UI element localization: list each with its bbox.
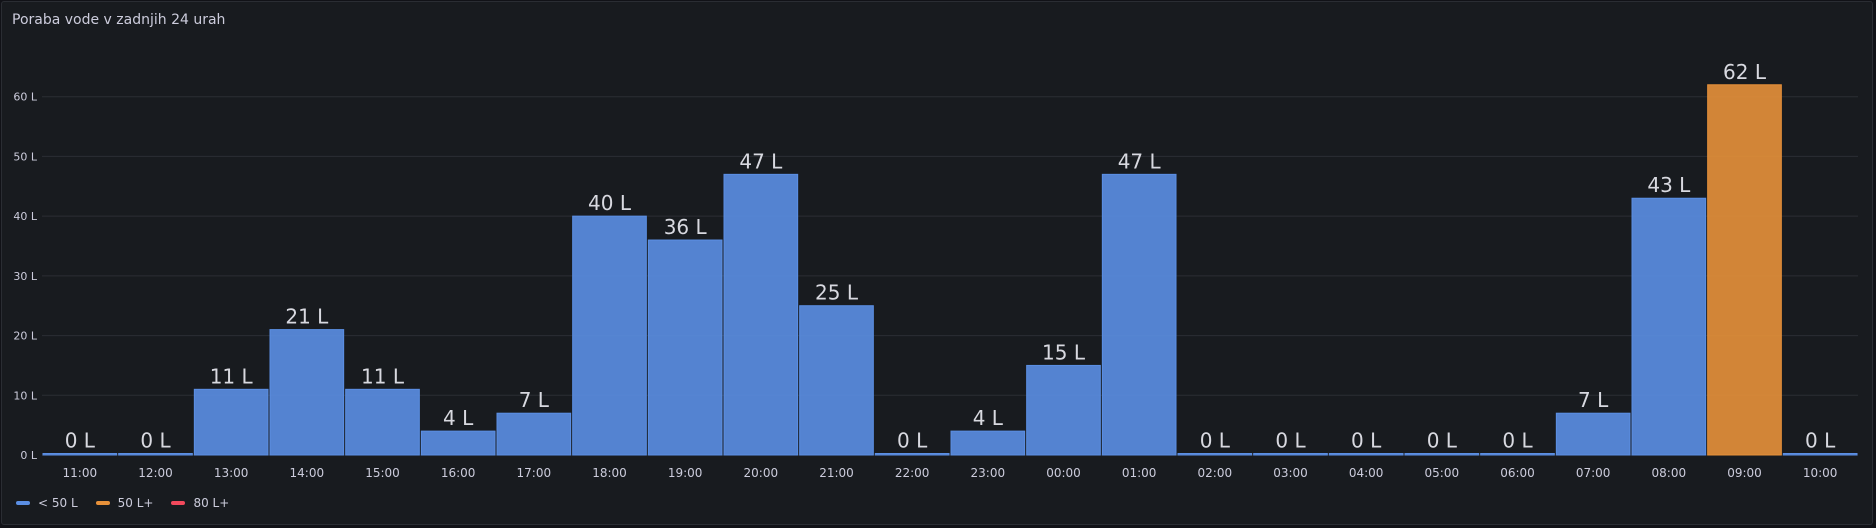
- bar: [1782, 453, 1858, 456]
- legend-item-50-plus[interactable]: 50 L+: [95, 496, 154, 510]
- bar: [1707, 84, 1782, 456]
- bar-value-label: 4 L: [973, 406, 1004, 430]
- bar: [799, 305, 874, 456]
- x-tick-label: 19:00: [668, 466, 703, 480]
- bar-value-label: 40 L: [588, 191, 632, 215]
- x-tick-label: 05:00: [1425, 466, 1460, 480]
- bar: [1101, 173, 1177, 456]
- bar: [118, 453, 193, 456]
- bar: [874, 453, 950, 456]
- bar: [1404, 453, 1480, 456]
- bar: [193, 388, 269, 456]
- x-tick-label: 13:00: [214, 466, 249, 480]
- bar-value-label: 0 L: [1502, 429, 1533, 453]
- bar-value-label: 0 L: [65, 429, 96, 453]
- bar-value-label: 47 L: [739, 149, 783, 173]
- legend-label: 80 L+: [193, 496, 230, 510]
- bar-value-label: 43 L: [1647, 173, 1691, 197]
- bar-value-label: 11 L: [210, 364, 254, 388]
- bar-value-label: 0 L: [1351, 429, 1382, 453]
- bar: [496, 412, 572, 456]
- x-tick-label: 17:00: [517, 466, 552, 480]
- legend-swatch: [171, 501, 186, 505]
- bar-value-label: 21 L: [285, 305, 329, 329]
- bar: [950, 430, 1026, 456]
- legend-label: < 50 L: [38, 496, 78, 510]
- x-tick-label: 08:00: [1652, 466, 1687, 480]
- bar: [723, 173, 799, 456]
- bar-value-label: 0 L: [1805, 429, 1836, 453]
- x-tick-label: 20:00: [744, 466, 779, 480]
- x-tick-label: 15:00: [365, 466, 400, 480]
- bar: [345, 388, 420, 456]
- legend: < 50 L 50 L+ 80 L+: [16, 496, 229, 510]
- bar-value-label: 7 L: [519, 388, 550, 412]
- bar: [572, 215, 647, 456]
- bar-value-label: 36 L: [664, 215, 708, 239]
- x-tick-label: 10:00: [1803, 466, 1838, 480]
- bar: [1026, 364, 1101, 456]
- y-tick-label: 10 L: [13, 389, 37, 402]
- bar: [1253, 453, 1328, 456]
- legend-label: 50 L+: [117, 496, 154, 510]
- y-tick-label: 30 L: [13, 270, 37, 283]
- x-tick-label: 21:00: [819, 466, 854, 480]
- x-tick-label: 01:00: [1122, 466, 1157, 480]
- bar: [1177, 453, 1253, 456]
- x-tick-label: 12:00: [138, 466, 173, 480]
- bar-value-label: 62 L: [1723, 60, 1767, 84]
- x-tick-label: 00:00: [1046, 466, 1081, 480]
- bar-value-label: 0 L: [1275, 429, 1306, 453]
- bar: [1480, 453, 1555, 456]
- panel-title[interactable]: Poraba vode v zadnjih 24 urah: [12, 12, 226, 28]
- bar-value-label: 11 L: [361, 364, 405, 388]
- x-tick-label: 16:00: [441, 466, 476, 480]
- legend-item-under-50[interactable]: < 50 L: [16, 496, 78, 510]
- x-tick-label: 04:00: [1349, 466, 1384, 480]
- x-tick-label: 18:00: [592, 466, 627, 480]
- bar-value-label: 0 L: [1200, 429, 1231, 453]
- legend-swatch: [16, 501, 30, 505]
- y-tick-label: 20 L: [13, 330, 37, 343]
- y-tick-label: 50 L: [13, 150, 37, 163]
- bar-value-label: 0 L: [1427, 429, 1458, 453]
- bar: [1555, 412, 1631, 456]
- bar-value-label: 15 L: [1042, 340, 1086, 364]
- bar-value-label: 7 L: [1578, 388, 1609, 412]
- bar: [647, 239, 723, 456]
- x-tick-label: 09:00: [1727, 466, 1762, 480]
- legend-item-80-plus[interactable]: 80 L+: [171, 496, 229, 510]
- x-tick-label: 02:00: [1198, 466, 1233, 480]
- legend-swatch: [95, 501, 110, 505]
- x-tick-label: 06:00: [1500, 466, 1535, 480]
- bar: [269, 329, 345, 456]
- y-tick-label: 40 L: [13, 210, 37, 223]
- bar-value-label: 0 L: [140, 429, 171, 453]
- y-tick-label: 60 L: [13, 91, 37, 104]
- bar-value-label: 47 L: [1118, 149, 1162, 173]
- x-tick-label: 23:00: [971, 466, 1006, 480]
- x-tick-label: 14:00: [290, 466, 325, 480]
- x-tick-label: 22:00: [895, 466, 930, 480]
- x-tick-label: 11:00: [63, 466, 98, 480]
- bar: [1328, 453, 1404, 456]
- x-tick-label: 07:00: [1576, 466, 1611, 480]
- bar: [42, 453, 118, 456]
- bar-value-label: 0 L: [897, 429, 928, 453]
- bar: [420, 430, 496, 456]
- y-tick-label: 0 L: [20, 449, 37, 462]
- bar: [1631, 197, 1707, 456]
- bar-value-label: 4 L: [443, 406, 474, 430]
- x-tick-label: 03:00: [1273, 466, 1308, 480]
- bar-value-label: 25 L: [815, 281, 859, 305]
